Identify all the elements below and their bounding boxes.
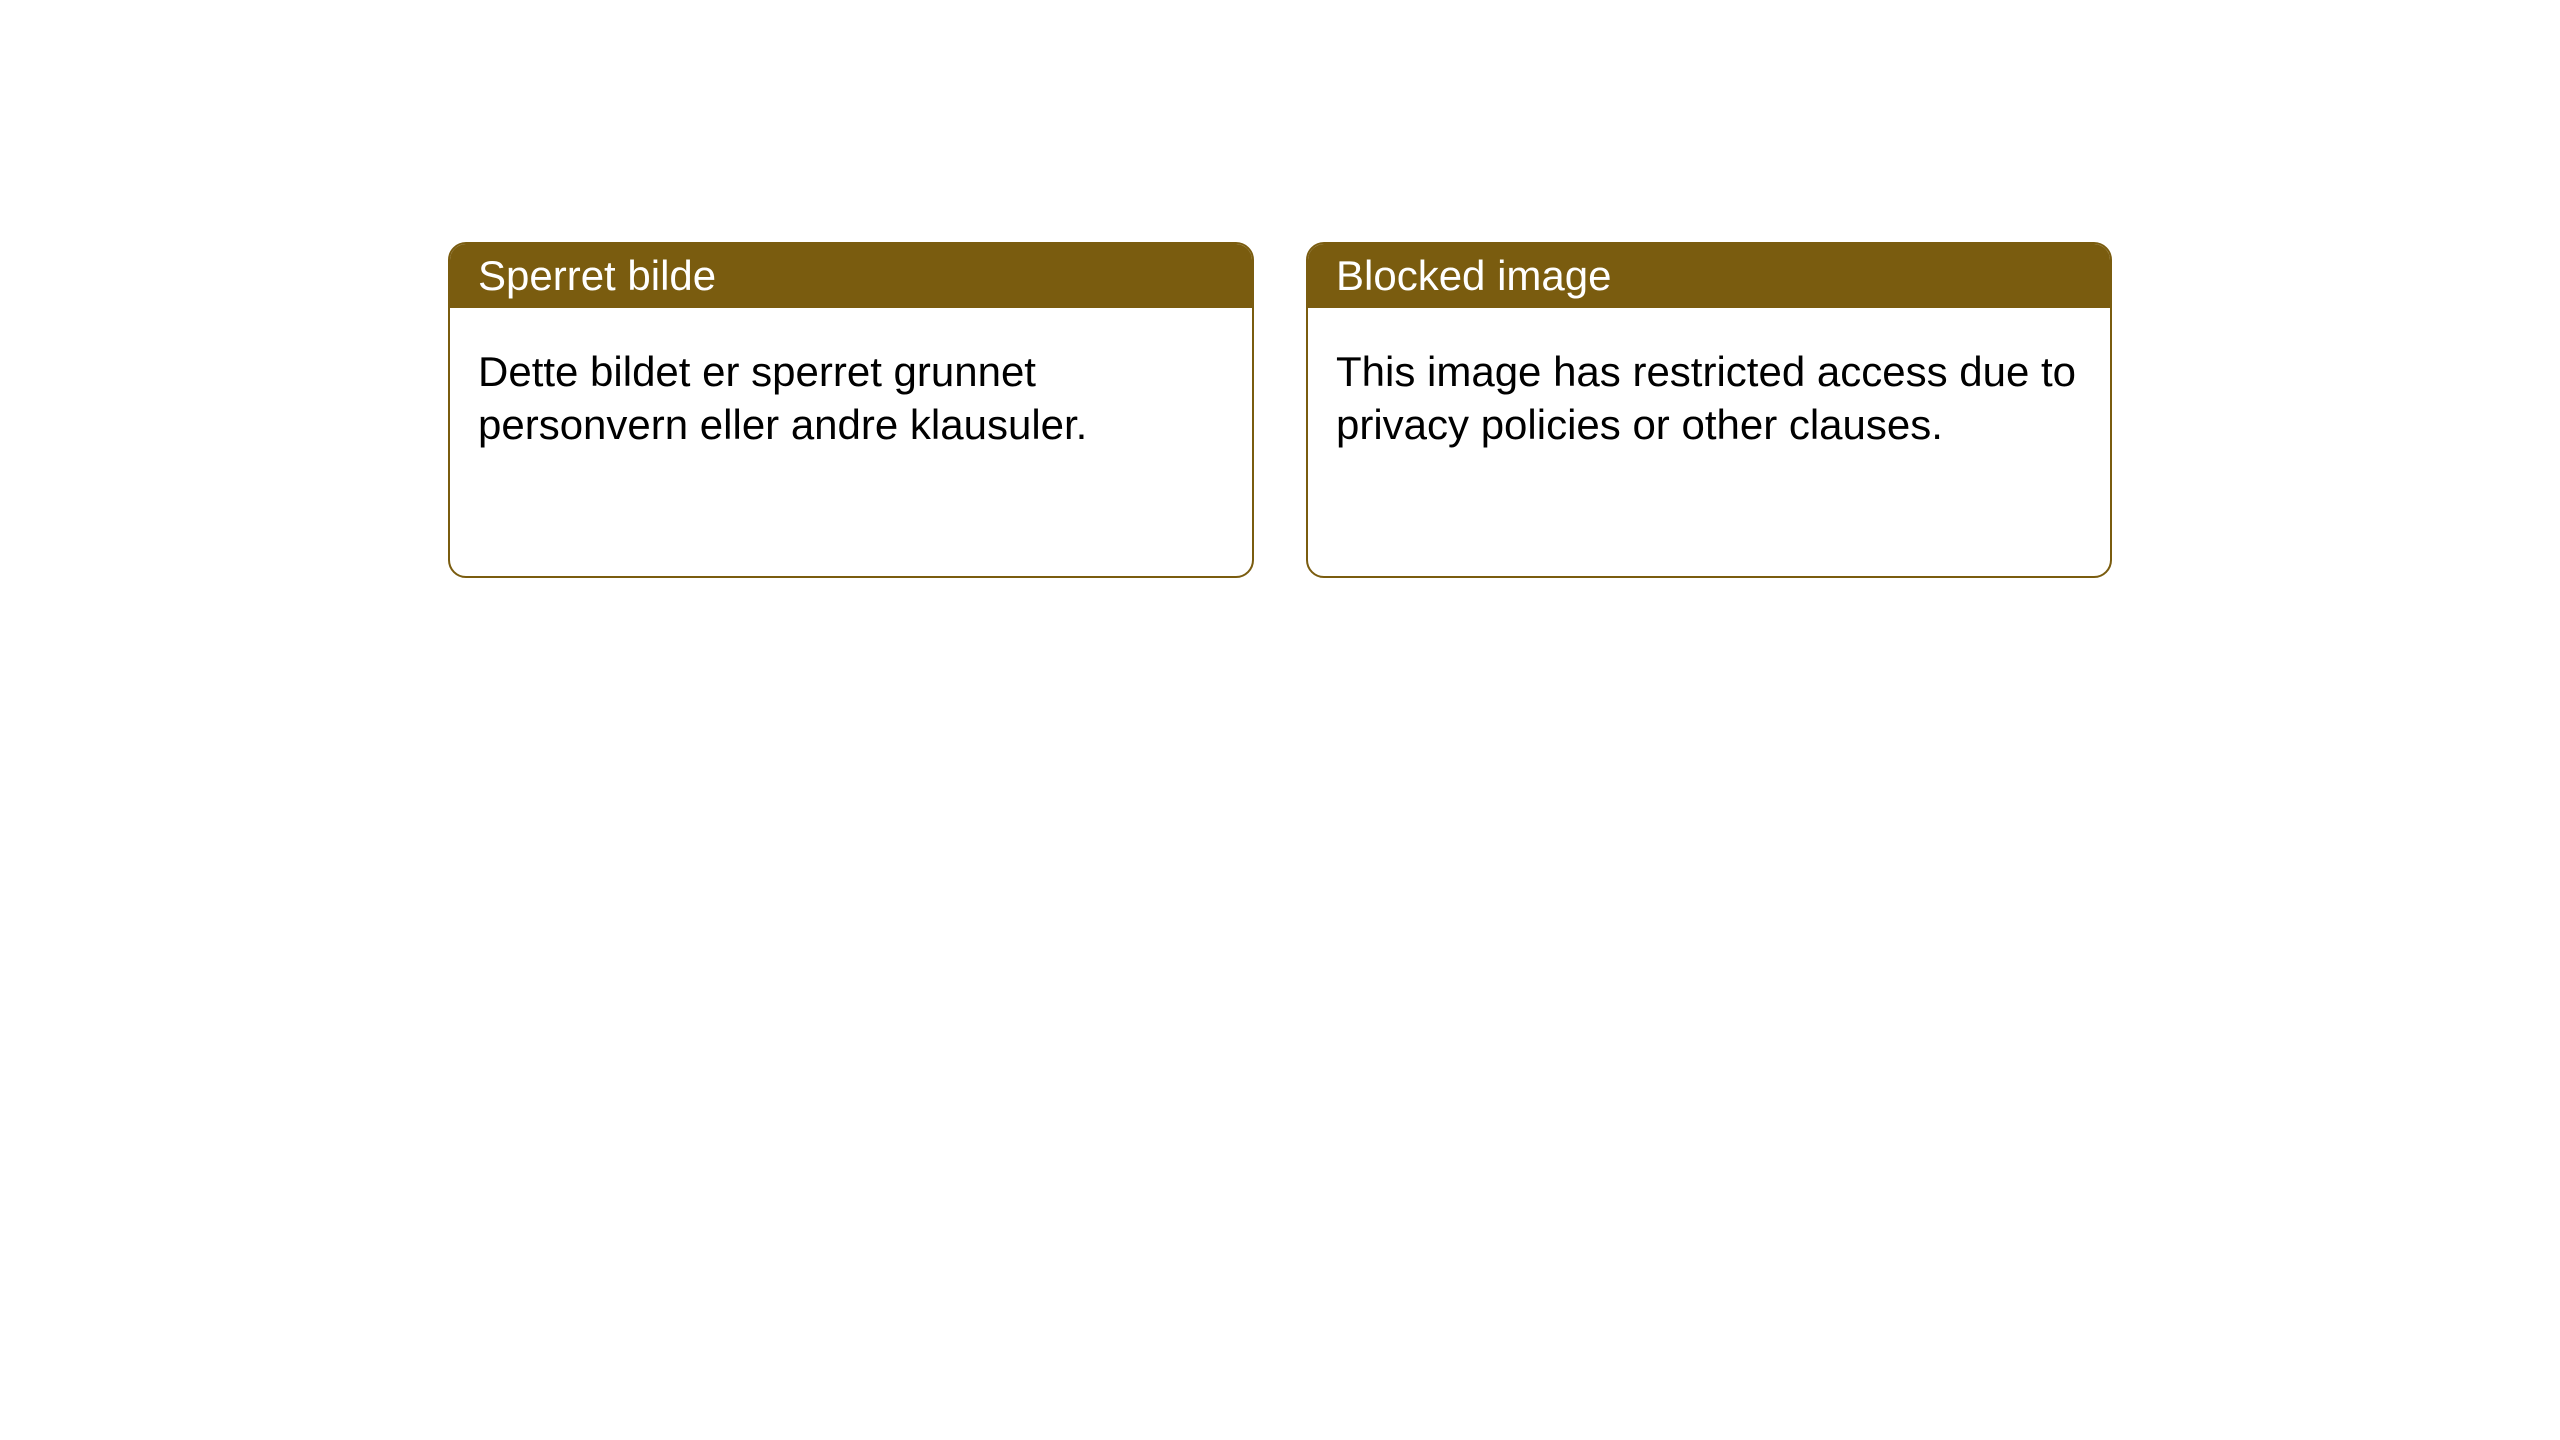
notice-card-body: Dette bildet er sperret grunnet personve…	[450, 308, 1252, 489]
notice-container: Sperret bilde Dette bildet er sperret gr…	[0, 0, 2560, 578]
notice-card-norwegian: Sperret bilde Dette bildet er sperret gr…	[448, 242, 1254, 578]
notice-card-body: This image has restricted access due to …	[1308, 308, 2110, 489]
notice-card-title: Sperret bilde	[450, 244, 1252, 308]
notice-card-title: Blocked image	[1308, 244, 2110, 308]
notice-card-english: Blocked image This image has restricted …	[1306, 242, 2112, 578]
